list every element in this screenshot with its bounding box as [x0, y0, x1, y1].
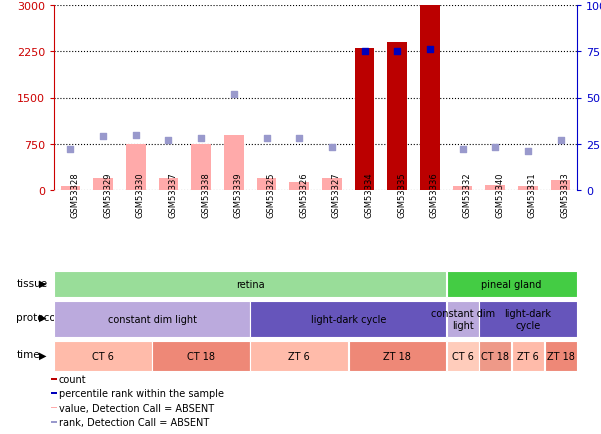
Text: GSM53336: GSM53336: [430, 171, 439, 217]
FancyBboxPatch shape: [50, 392, 57, 394]
Text: CT 6: CT 6: [451, 351, 474, 361]
Text: CT 18: CT 18: [187, 351, 215, 361]
Text: GSM53331: GSM53331: [528, 172, 537, 217]
Point: [131, 132, 141, 138]
FancyBboxPatch shape: [153, 341, 250, 372]
FancyBboxPatch shape: [50, 407, 57, 408]
Bar: [322, 178, 341, 191]
Bar: [453, 186, 472, 191]
FancyBboxPatch shape: [479, 301, 576, 338]
Point: [556, 137, 566, 144]
Text: GSM53334: GSM53334: [365, 172, 374, 217]
Text: CT 6: CT 6: [92, 351, 114, 361]
Text: rank, Detection Call = ABSENT: rank, Detection Call = ABSENT: [59, 417, 209, 427]
Text: percentile rank within the sample: percentile rank within the sample: [59, 388, 224, 398]
FancyBboxPatch shape: [55, 301, 250, 338]
Text: GSM53335: GSM53335: [397, 172, 406, 217]
Bar: [61, 187, 80, 191]
Bar: [224, 135, 243, 191]
Bar: [93, 178, 113, 191]
Point: [261, 135, 271, 142]
Text: GSM53330: GSM53330: [136, 172, 145, 217]
Bar: [388, 43, 407, 191]
FancyBboxPatch shape: [251, 341, 348, 372]
FancyBboxPatch shape: [512, 341, 544, 372]
FancyBboxPatch shape: [55, 271, 446, 298]
FancyBboxPatch shape: [479, 341, 511, 372]
FancyBboxPatch shape: [55, 341, 152, 372]
Text: constant dim
light: constant dim light: [430, 309, 495, 330]
Text: ZT 6: ZT 6: [288, 351, 310, 361]
Text: time: time: [16, 350, 40, 360]
Point: [197, 135, 206, 142]
FancyBboxPatch shape: [447, 271, 576, 298]
Text: protocol: protocol: [16, 312, 59, 322]
FancyBboxPatch shape: [349, 341, 446, 372]
Text: pineal gland: pineal gland: [481, 279, 542, 289]
Bar: [191, 145, 211, 191]
Point: [523, 148, 532, 155]
Point: [458, 147, 468, 154]
Bar: [420, 6, 440, 191]
FancyBboxPatch shape: [50, 421, 57, 423]
Point: [425, 47, 435, 54]
Text: GSM53332: GSM53332: [463, 172, 472, 217]
FancyBboxPatch shape: [251, 301, 446, 338]
Text: GSM53325: GSM53325: [266, 172, 275, 217]
Text: GSM53333: GSM53333: [561, 171, 570, 217]
Text: count: count: [59, 374, 87, 384]
Text: constant dim light: constant dim light: [108, 314, 197, 324]
FancyBboxPatch shape: [50, 378, 57, 380]
Text: tissue: tissue: [16, 278, 47, 288]
Text: ▶: ▶: [39, 350, 46, 360]
FancyBboxPatch shape: [447, 301, 478, 338]
Point: [360, 49, 370, 56]
Text: GSM53329: GSM53329: [103, 172, 112, 217]
Text: retina: retina: [236, 279, 264, 289]
Text: GSM53339: GSM53339: [234, 172, 243, 217]
Bar: [355, 49, 374, 191]
Text: light-dark cycle: light-dark cycle: [311, 314, 386, 324]
Text: value, Detection Call = ABSENT: value, Detection Call = ABSENT: [59, 403, 214, 413]
Point: [392, 49, 402, 56]
Bar: [486, 186, 505, 191]
Bar: [551, 181, 570, 191]
Text: ▶: ▶: [39, 278, 46, 288]
Bar: [126, 145, 145, 191]
Text: ▶: ▶: [39, 312, 46, 322]
Text: ZT 6: ZT 6: [517, 351, 539, 361]
Point: [66, 147, 75, 154]
Point: [294, 135, 304, 142]
Bar: [289, 183, 309, 191]
Point: [490, 145, 500, 151]
Point: [229, 91, 239, 98]
Text: ZT 18: ZT 18: [383, 351, 411, 361]
FancyBboxPatch shape: [545, 341, 576, 372]
Text: ZT 18: ZT 18: [547, 351, 575, 361]
Text: GSM53337: GSM53337: [168, 171, 177, 217]
Bar: [159, 179, 178, 191]
Bar: [518, 187, 538, 191]
Text: GSM53326: GSM53326: [299, 172, 308, 217]
Text: CT 18: CT 18: [481, 351, 509, 361]
Text: GSM53327: GSM53327: [332, 172, 341, 217]
Bar: [257, 178, 276, 191]
Text: GSM53328: GSM53328: [70, 172, 79, 217]
Text: light-dark
cycle: light-dark cycle: [504, 309, 552, 330]
Text: GSM53340: GSM53340: [495, 172, 504, 217]
FancyBboxPatch shape: [447, 341, 478, 372]
Point: [327, 145, 337, 151]
Point: [163, 137, 173, 144]
Text: GSM53338: GSM53338: [201, 171, 210, 217]
Point: [99, 134, 108, 141]
